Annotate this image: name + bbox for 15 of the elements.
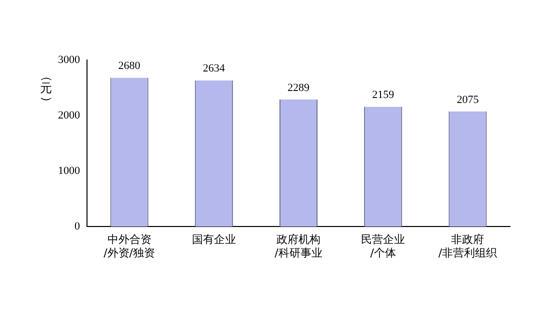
x-tick-label: 非政府 /非营利组织	[438, 233, 498, 260]
y-axis-title: （元）	[40, 70, 54, 108]
x-tick-label: 中外合资 /外资/独资	[104, 233, 156, 260]
y-tick-label: 3000	[58, 54, 80, 66]
x-tick-label: 政府机构 /科研事业	[274, 233, 322, 260]
data-label: 2159	[372, 89, 395, 102]
y-tick-label: 0	[74, 220, 80, 232]
data-label: 2289	[288, 82, 310, 94]
y-tick-label: 2000	[58, 109, 80, 122]
y-tick-label: 1000	[58, 164, 80, 177]
data-label: 2634	[202, 62, 226, 75]
data-label: 2075	[456, 94, 480, 106]
x-tick-label: 国有企业	[192, 233, 236, 246]
data-label: 2680	[118, 60, 141, 72]
x-tick-label: 民营企业 /个体	[361, 233, 406, 260]
